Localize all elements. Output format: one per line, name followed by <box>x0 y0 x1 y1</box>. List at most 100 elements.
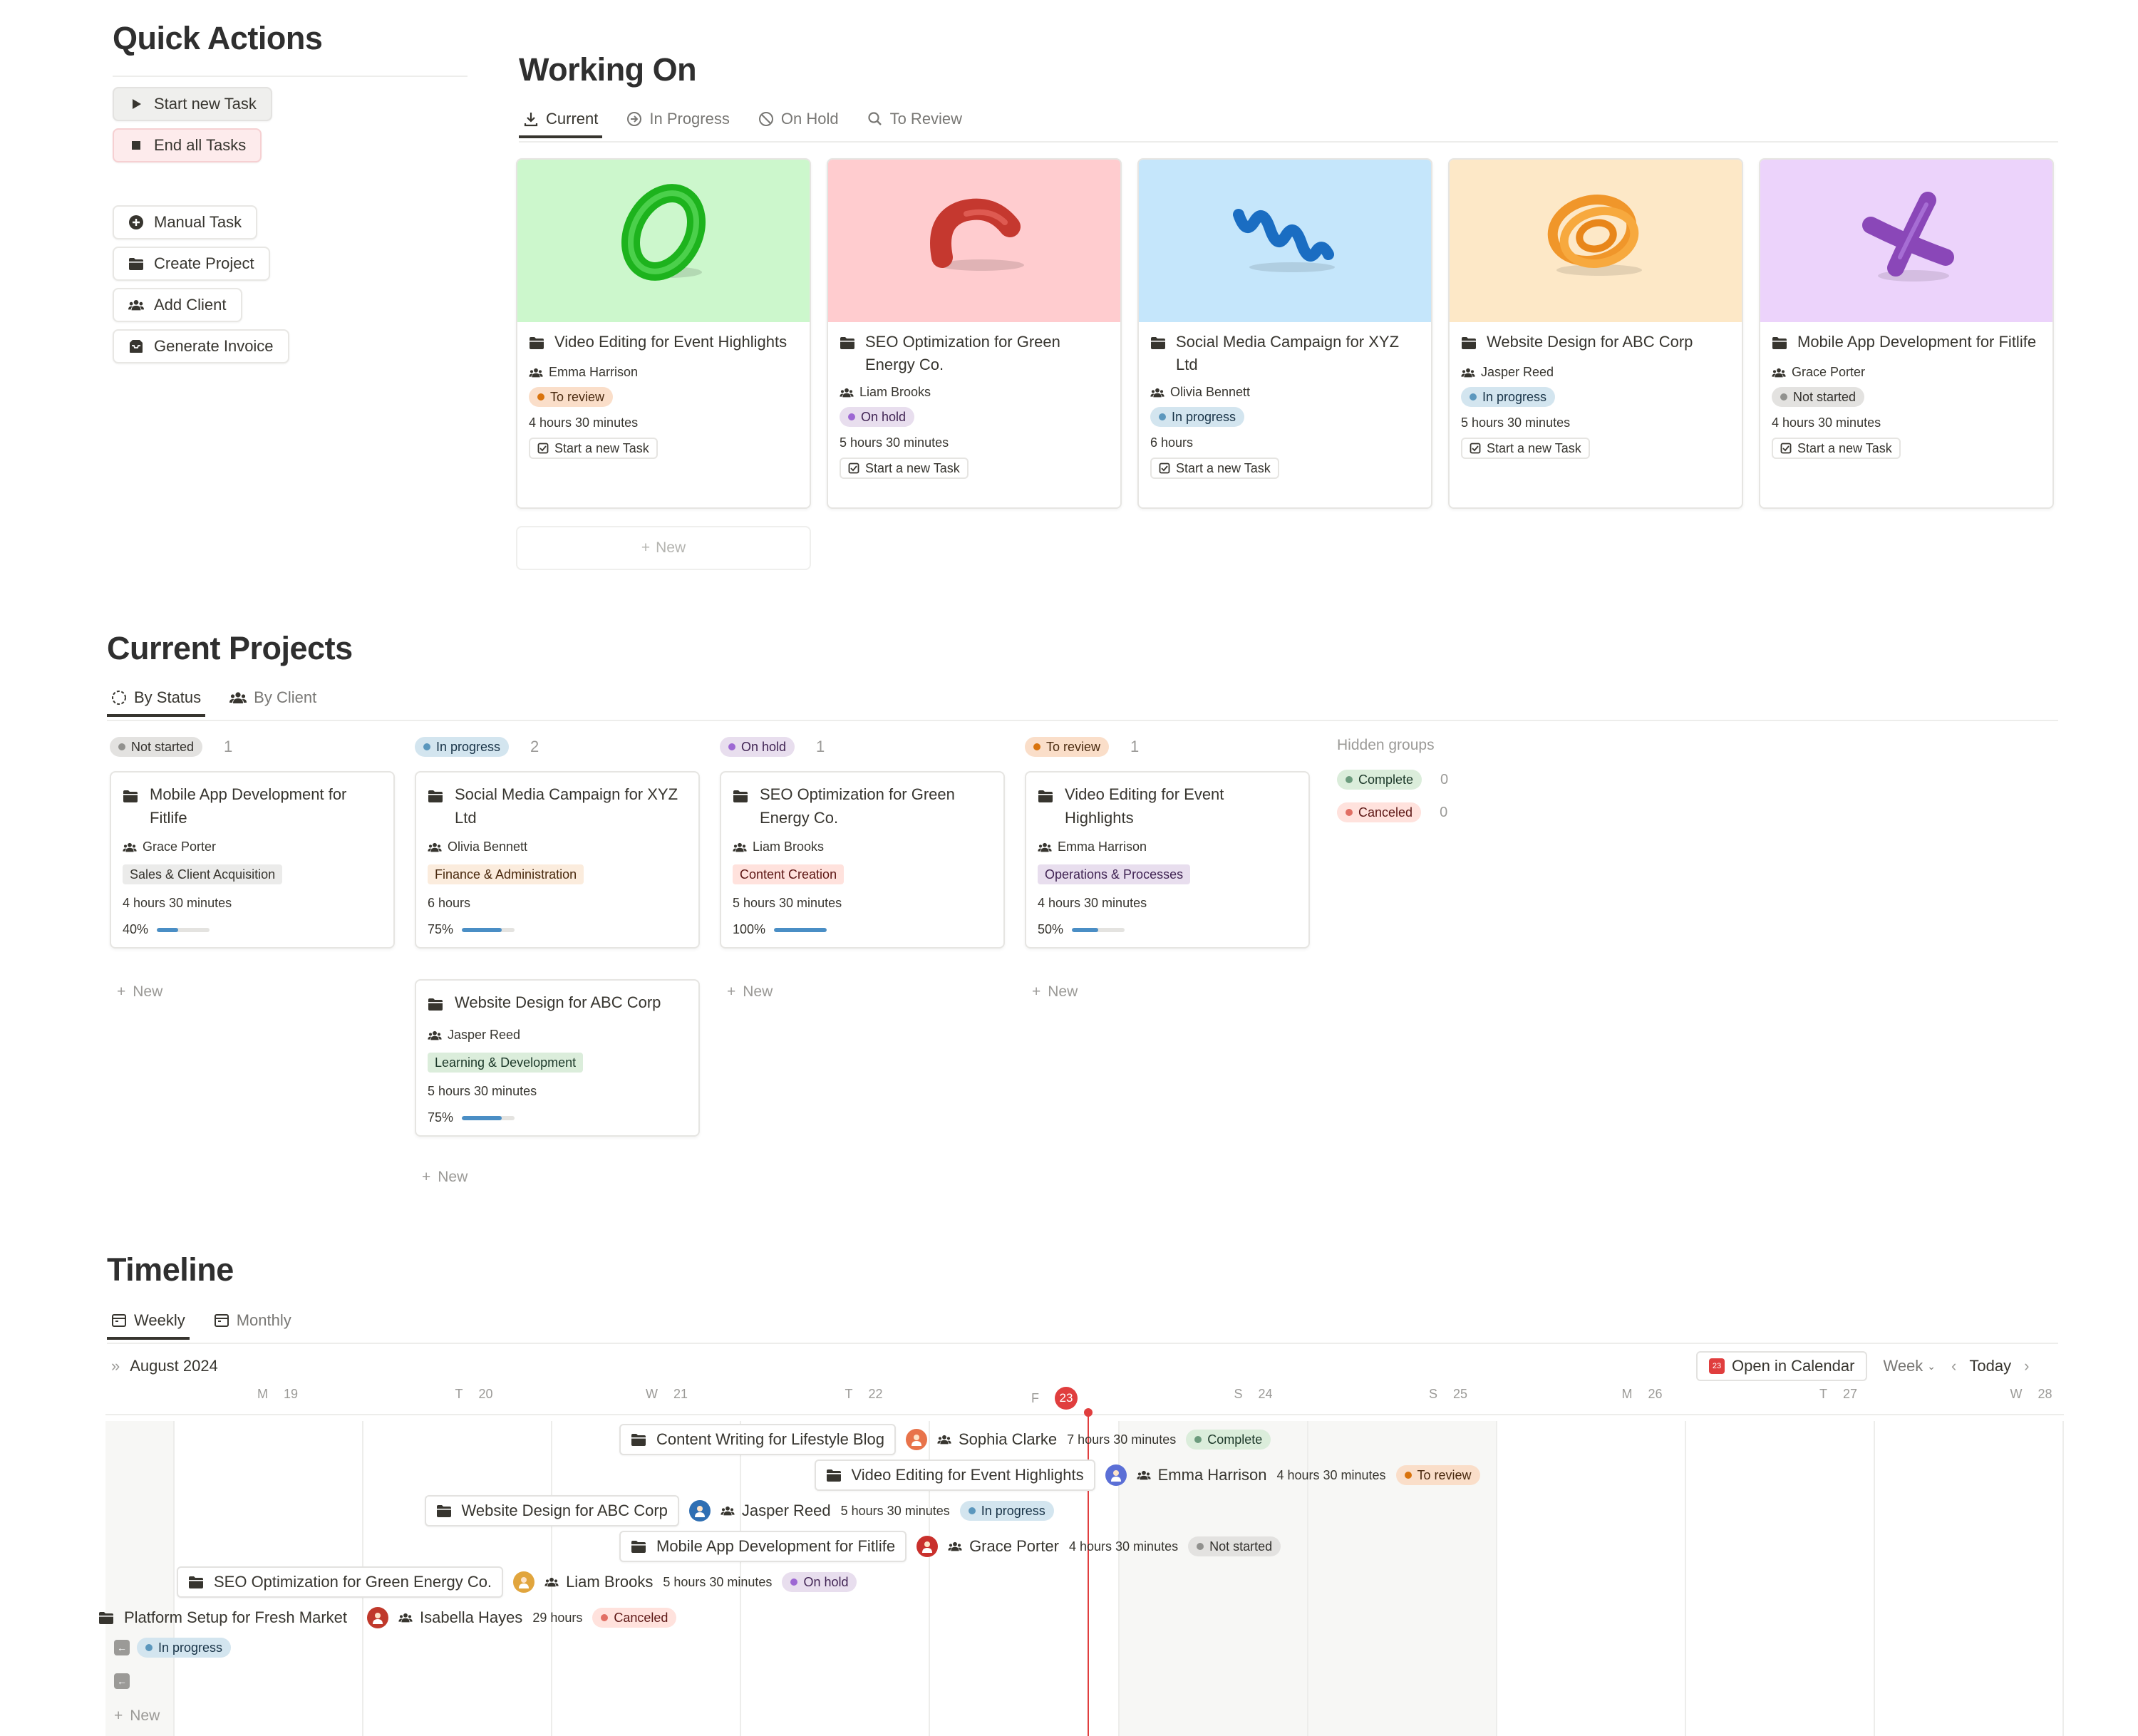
add-clientbutton[interactable]: Add Client <box>113 288 242 322</box>
timeline-item[interactable]: Website Design for ABC Corp Jasper Reed 5 … <box>424 1495 1054 1526</box>
timeline-bar[interactable]: Website Design for ABC Corp <box>424 1495 679 1526</box>
timeline-item[interactable]: Content Writing for Lifestyle Blog Sophia… <box>619 1424 1271 1455</box>
today-day-number: 23 <box>1055 1387 1078 1410</box>
project-title-text: Mobile App Development for Fitlife <box>150 785 347 827</box>
timeline-bar[interactable]: SEO Optimization for Green Energy Co. <box>177 1566 504 1598</box>
status-label: Canceled <box>1358 805 1413 820</box>
chevron-left-icon[interactable]: ‹ <box>1951 1357 1957 1375</box>
start-new-task-button[interactable]: Start a new Task <box>529 438 658 459</box>
stop-icon <box>128 138 144 153</box>
working-on-tab-in-progress[interactable]: In Progress <box>622 110 734 138</box>
generate-invoicebutton[interactable]: Generate Invoice <box>113 329 289 363</box>
arc-shape-icon <box>914 190 1035 293</box>
working-on-tab-current[interactable]: Current <box>519 110 603 138</box>
double-chevron-right-icon[interactable]: » <box>111 1357 120 1375</box>
day-letter: S <box>1428 1387 1437 1401</box>
new-label: New <box>130 1707 160 1724</box>
offscreen-item[interactable]: ← In progress <box>114 1638 232 1658</box>
today-button[interactable]: Today <box>1969 1357 2012 1375</box>
arrow-left-icon[interactable]: ← <box>114 1640 130 1655</box>
card-cover-image <box>1450 160 1742 322</box>
timeline-new-button[interactable]: + New <box>114 1707 160 1725</box>
timeline-item[interactable]: Video Editing for Event Highlights Emma H… <box>814 1459 1480 1491</box>
working-on-tab-on-hold[interactable]: On Hold <box>754 110 843 138</box>
button-label: Start a new Task <box>1176 460 1271 475</box>
people-icon <box>733 842 747 853</box>
hidden-group-row[interactable]: Complete 0 <box>1337 770 1448 790</box>
card-title: Video Editing for Event Highlights <box>529 331 798 356</box>
folder-icon <box>98 1611 114 1625</box>
timeline-hours: 4 hours 30 minutes <box>1069 1539 1179 1554</box>
end-all-tasksbutton[interactable]: End all Tasks <box>113 128 262 162</box>
working-on-card[interactable]: Social Media Campaign for XYZ Ltd Olivia … <box>1137 158 1432 509</box>
start-new-task-button[interactable]: Start a new Task <box>1461 438 1590 459</box>
category-tag: Sales & Client Acquisition <box>123 864 283 884</box>
project-card[interactable]: Social Media Campaign for XYZ Ltd Olivia … <box>415 771 700 949</box>
ring-shape-icon <box>606 182 721 300</box>
project-card[interactable]: Website Design for ABC Corp Jasper Reed Le… <box>415 979 700 1137</box>
board-column-header: Not started 1 <box>110 737 402 757</box>
projects-tab-by-client[interactable]: By Client <box>225 688 321 717</box>
create-projectbutton[interactable]: Create Project <box>113 247 270 281</box>
projects-tab-by-status[interactable]: By Status <box>107 688 206 717</box>
status-dot-icon <box>145 1644 153 1651</box>
timeline-item-meta: Jasper Reed 5 hours 30 minutes In progress <box>688 1500 1054 1521</box>
project-card[interactable]: SEO Optimization for Green Energy Co. Lia… <box>720 771 1005 949</box>
start-new-task-button[interactable]: Start a new Task <box>840 458 969 479</box>
working-on-card[interactable]: Mobile App Development for Fitlife Grace … <box>1759 158 2054 509</box>
project-card[interactable]: Mobile App Development for Fitlife Grace … <box>110 771 395 949</box>
board-column-header: On hold 1 <box>720 737 1012 757</box>
open-in-calendar-button[interactable]: 23 Open in Calendar <box>1696 1351 1868 1381</box>
people-icon <box>1150 387 1164 398</box>
timeline-bar[interactable]: Platform Setup for Fresh Market <box>98 1602 357 1633</box>
working-on-card[interactable]: SEO Optimization for Green Energy Co. Lia… <box>827 158 1122 509</box>
start-new-task-button[interactable]: Start a new Task <box>1150 458 1279 479</box>
add-new-project-button[interactable]: + New <box>1032 983 1078 1001</box>
day-label: S 24 <box>1187 1387 1272 1402</box>
timeline-bar[interactable]: Video Editing for Event Highlights <box>814 1459 1095 1491</box>
card-title-text: Mobile App Development for Fitlife <box>1797 333 2037 351</box>
status-badge: In progress <box>1150 407 1245 427</box>
timeline-bar[interactable]: Content Writing for Lifestyle Blog <box>619 1424 896 1455</box>
status-label: On hold <box>803 1574 849 1589</box>
status-dot-icon <box>848 413 855 420</box>
add-new-project-button[interactable]: + New <box>727 983 773 1001</box>
timeline-item[interactable]: Mobile App Development for Fitlife Grace … <box>619 1531 1281 1562</box>
add-new-project-button[interactable]: + New <box>422 1169 468 1186</box>
timeline-item-meta: Emma Harrison 4 hours 30 minutes To review <box>1105 1464 1480 1486</box>
arrow-left-icon[interactable]: ← <box>114 1673 130 1689</box>
button-label: Generate Invoice <box>154 337 274 355</box>
working-on-card[interactable]: Website Design for ABC Corp Jasper Reed In… <box>1448 158 1743 509</box>
status-badge-column: To review <box>1025 737 1110 757</box>
working-on-card[interactable]: Video Editing for Event Highlights Emma H… <box>516 158 811 509</box>
chevron-right-icon[interactable]: › <box>2024 1357 2030 1375</box>
timeline-bar[interactable]: Mobile App Development for Fitlife <box>619 1531 907 1562</box>
manual-taskbutton[interactable]: Manual Task <box>113 205 258 239</box>
add-new-project-button[interactable]: + New <box>117 983 162 1001</box>
start-new-task-button[interactable]: Start a new Task <box>1772 438 1901 459</box>
status-label: In progress <box>1482 389 1547 404</box>
range-dropdown[interactable]: Week ⌄ <box>1883 1357 1936 1375</box>
folder-icon <box>428 786 445 830</box>
folder-icon <box>1461 334 1478 356</box>
hidden-group-row[interactable]: Canceled 0 <box>1337 802 1448 822</box>
timeline-item-title: Mobile App Development for Fitlife <box>656 1537 896 1555</box>
day-number: 20 <box>478 1387 493 1401</box>
start-new-taskbutton[interactable]: Start new Task <box>113 87 272 121</box>
project-card[interactable]: Video Editing for Event Highlights Emma H… <box>1025 771 1310 949</box>
working-on-tabs: Current In Progress On Hold To Review <box>519 110 966 138</box>
timeline-column <box>552 1421 742 1736</box>
timeline-tab-weekly[interactable]: Weekly <box>107 1311 190 1340</box>
client-name: Jasper Reed <box>1481 365 1554 379</box>
timeline-item[interactable]: Platform Setup for Fresh Market Isabella … <box>98 1602 677 1633</box>
board-column: Not started 1 Mobile App Development for F… <box>110 737 402 1000</box>
timeline-item[interactable]: SEO Optimization for Green Energy Co. Lia… <box>177 1566 857 1598</box>
client-name: Grace Porter <box>1792 365 1866 379</box>
people-icon <box>1772 367 1786 378</box>
working-on-new-button[interactable]: + New <box>516 526 811 570</box>
status-dot-icon <box>537 393 544 401</box>
offscreen-item[interactable]: ← <box>114 1673 130 1689</box>
timeline-tab-monthly[interactable]: Monthly <box>210 1311 296 1340</box>
board-column: On hold 1 SEO Optimization for Green Energ… <box>720 737 1012 1000</box>
working-on-tab-to-review[interactable]: To Review <box>863 110 966 138</box>
